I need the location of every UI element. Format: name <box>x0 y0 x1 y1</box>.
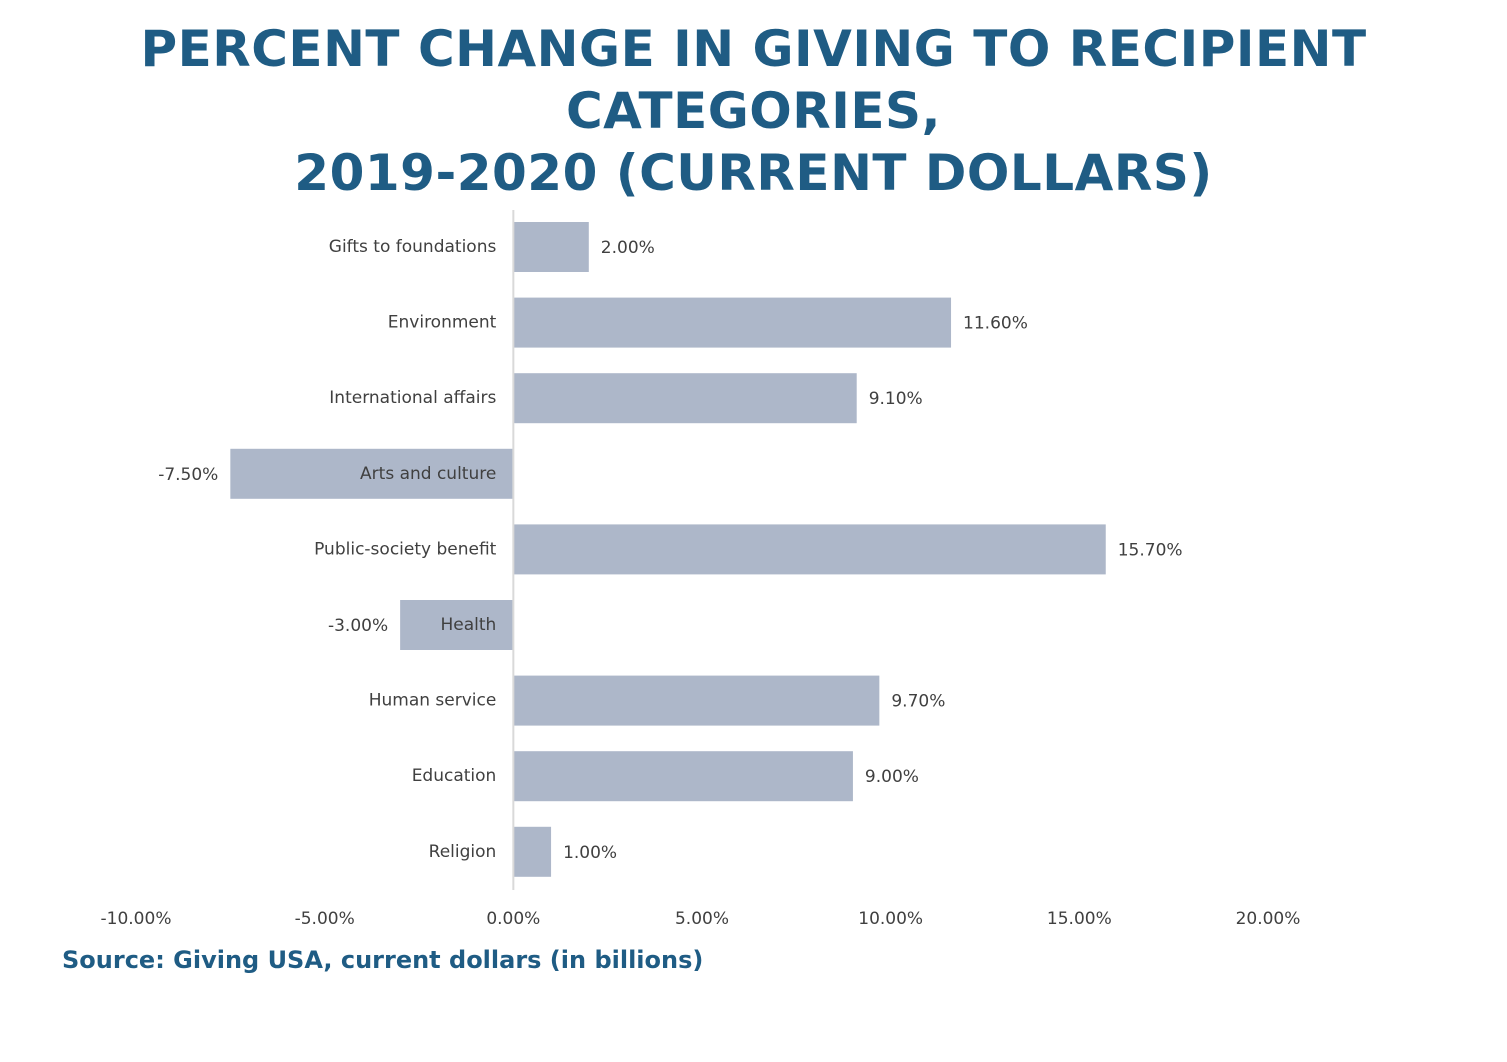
x-tick-label: 20.00% <box>1236 909 1301 929</box>
category-label: Gifts to foundations <box>329 237 497 257</box>
bar-international-affairs <box>513 373 857 424</box>
x-tick-label: 15.00% <box>1047 909 1112 929</box>
category-label: Environment <box>388 313 497 333</box>
bar-public-society-benefit <box>513 524 1106 575</box>
bar-human-service <box>513 675 880 726</box>
category-label: International affairs <box>329 388 496 408</box>
data-label: 15.70% <box>1118 540 1183 560</box>
data-label: 11.60% <box>963 314 1028 334</box>
category-label: Religion <box>429 842 497 862</box>
data-label: -3.00% <box>328 616 388 636</box>
bar-gifts-to-foundations <box>513 222 589 272</box>
chart-title-line-1: PERCENT CHANGE IN GIVING TO RECIPIENT CA… <box>140 20 1367 140</box>
bar-health <box>400 600 514 650</box>
x-tick-label: 5.00% <box>675 909 729 929</box>
category-label: Arts and culture <box>360 464 496 484</box>
category-label: Health <box>441 615 497 635</box>
data-label: 2.00% <box>601 238 655 258</box>
data-label: 1.00% <box>563 843 617 863</box>
labels-layer: Gifts to foundations 2.00% Environment 11.6… <box>158 237 1182 863</box>
bar-arts-and-culture <box>230 448 514 499</box>
x-tick-label: 0.00% <box>486 909 540 929</box>
x-tick-label: -5.00% <box>295 909 355 929</box>
source-note: Source: Giving USA, current dollars (in … <box>62 946 704 974</box>
data-label: 9.70% <box>891 692 945 712</box>
chart-title-line-2: 2019-2020 (CURRENT DOLLARS) <box>294 144 1213 202</box>
data-label: 9.10% <box>869 389 923 409</box>
bar-education <box>513 751 853 802</box>
x-axis-ticks: -10.00% -5.00% 0.00% 5.00% 10.00% 15.00% 20.00… <box>101 909 1301 929</box>
category-label: Education <box>412 766 497 786</box>
x-tick-label: -10.00% <box>101 909 172 929</box>
category-label: Human service <box>369 691 497 711</box>
category-label: Public-society benefit <box>314 539 497 559</box>
bar-environment <box>513 297 952 348</box>
bar-religion <box>513 826 552 877</box>
bars-layer <box>230 222 1106 877</box>
data-label: 9.00% <box>865 767 919 787</box>
data-label: -7.50% <box>158 465 218 485</box>
chart-title: PERCENT CHANGE IN GIVING TO RECIPIENT CA… <box>0 18 1507 204</box>
x-tick-label: 10.00% <box>858 909 923 929</box>
